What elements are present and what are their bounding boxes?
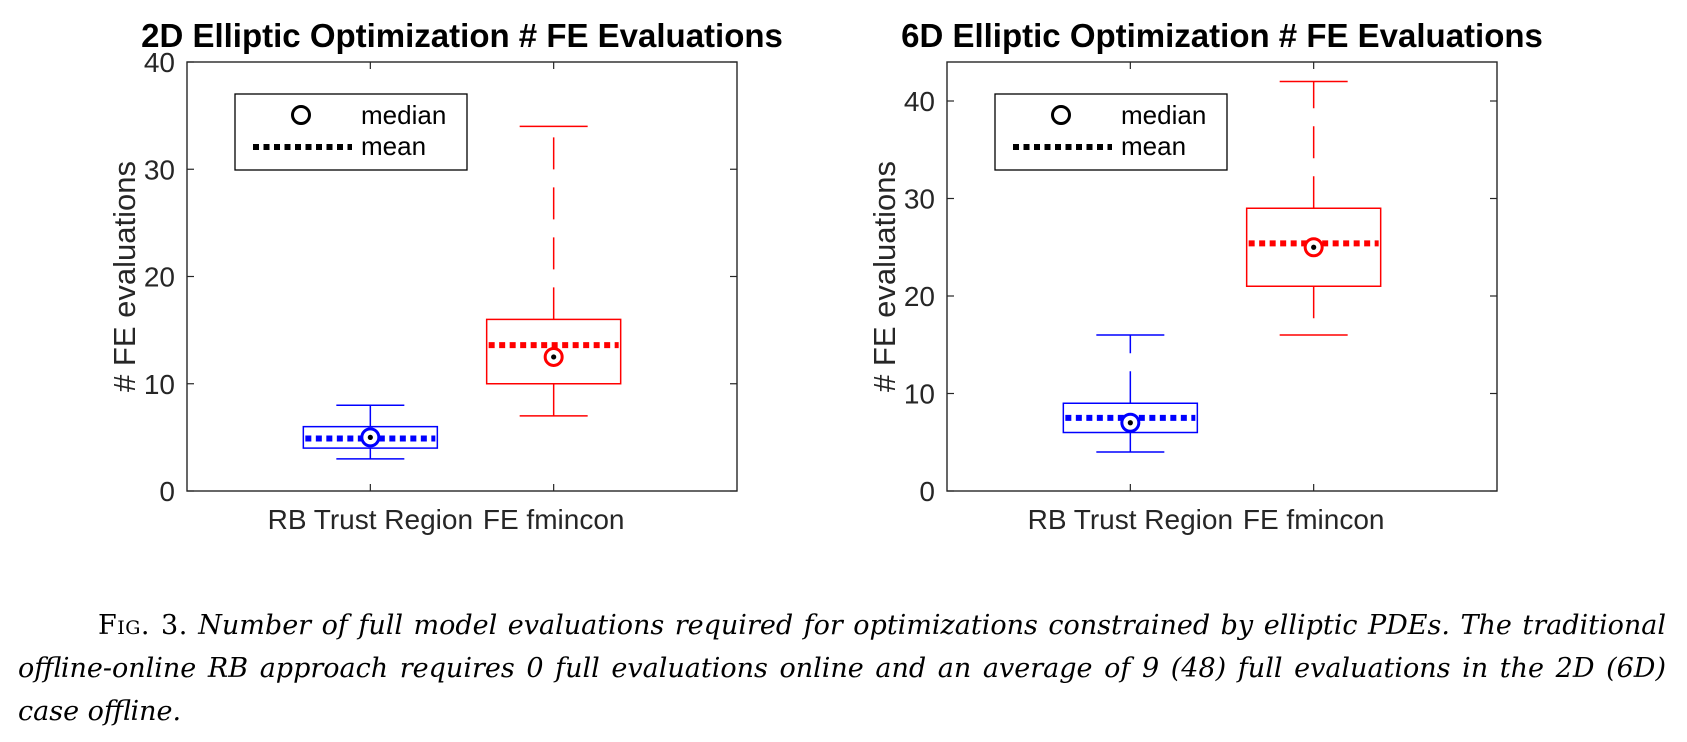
y-tick-label: 0 <box>919 476 935 507</box>
x-tick-label: RB Trust Region <box>268 504 473 535</box>
figure: 2D Elliptic Optimization # FE Evaluation… <box>107 17 1543 535</box>
chart-panel-1: 2D Elliptic Optimization # FE Evaluation… <box>107 17 783 535</box>
y-tick-label: 10 <box>144 369 175 400</box>
legend-median-marker <box>1051 105 1071 125</box>
legend-box <box>234 93 468 171</box>
figure-caption: Fig. 3. Number of full model evaluations… <box>18 604 1666 733</box>
legend-median-label: median <box>361 100 446 130</box>
chart-title: 2D Elliptic Optimization # FE Evaluation… <box>141 17 783 54</box>
median-dot <box>1127 420 1133 426</box>
chart-panel-2: 6D Elliptic Optimization # FE Evaluation… <box>867 17 1543 535</box>
box-rb-trust-region <box>302 404 439 460</box>
caption-label: Fig. 3. <box>98 610 188 641</box>
y-tick-label: 20 <box>904 281 935 312</box>
y-tick-label: 0 <box>159 476 175 507</box>
box-rb-trust-region <box>1062 334 1199 453</box>
axes-frame <box>946 61 1498 492</box>
y-tick-label: 10 <box>904 379 935 410</box>
x-tick-label: FE fmincon <box>1243 504 1385 535</box>
median-dot <box>1311 244 1317 250</box>
legend-mean-label: mean <box>361 131 426 161</box>
y-axis-label: # FE evaluations <box>107 161 142 392</box>
box-fe-fmincon <box>1245 80 1382 336</box>
caption-text: Number of full model evaluations require… <box>18 610 1666 727</box>
y-tick-label: 30 <box>144 154 175 185</box>
legend-mean-label: mean <box>1121 131 1186 161</box>
median-dot <box>551 354 557 360</box>
legend-box <box>994 93 1228 171</box>
legend-median-label: median <box>1121 100 1206 130</box>
chart-title: 6D Elliptic Optimization # FE Evaluation… <box>901 17 1543 54</box>
box-fe-fmincon <box>485 125 622 417</box>
y-tick-label: 40 <box>144 47 175 78</box>
y-axis-label: # FE evaluations <box>867 161 902 392</box>
x-tick-label: RB Trust Region <box>1028 504 1233 535</box>
median-dot <box>367 434 373 440</box>
y-tick-label: 20 <box>144 262 175 293</box>
x-tick-label: FE fmincon <box>483 504 625 535</box>
y-tick-label: 40 <box>904 86 935 117</box>
y-tick-label: 30 <box>904 184 935 215</box>
axes-frame <box>186 61 738 492</box>
legend-median-marker <box>291 105 311 125</box>
